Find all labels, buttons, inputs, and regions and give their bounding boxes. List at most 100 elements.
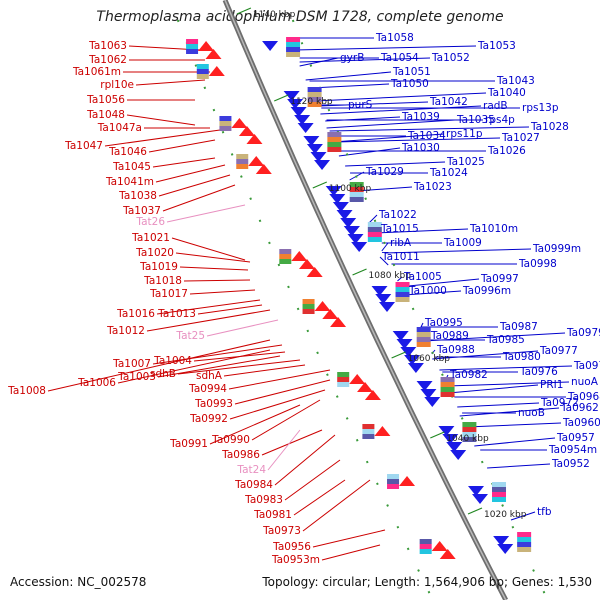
right-leader-line — [432, 350, 539, 360]
blue-gene-arrow — [407, 363, 424, 373]
right-leader-line — [381, 242, 389, 252]
right-gene-label: Ta1026 — [487, 145, 526, 157]
kbp-tick-mark — [273, 94, 289, 102]
gene-block — [349, 192, 364, 197]
red-gene-arrow — [231, 118, 248, 128]
gene-block — [327, 142, 342, 147]
left-gene-label: Ta0953m — [271, 554, 320, 566]
right-leader-line — [448, 384, 539, 394]
left-leader-line — [152, 344, 283, 365]
right-gene-label: gyrB — [340, 52, 364, 64]
blue-gene-arrow — [400, 347, 417, 357]
right-gene-label: Ta1009 — [443, 237, 482, 249]
blue-gene-arrow — [332, 202, 349, 212]
red-gene-arrow — [205, 49, 222, 59]
left-gene-label: Ta1047 — [64, 140, 103, 152]
red-gene-arrow — [208, 66, 225, 76]
kbp-tick-mark — [467, 507, 483, 515]
left-gene-label: Ta1061m — [72, 66, 121, 78]
left-gene-label: Ta1038 — [118, 190, 157, 202]
right-leader-line — [447, 381, 570, 387]
gene-block — [419, 544, 432, 549]
gene-block — [286, 47, 301, 52]
right-gene-label: rps4p — [485, 114, 515, 126]
gene-block — [349, 187, 364, 192]
blue-gene-arrow — [396, 339, 413, 349]
left-gene-label: Ta1056 — [86, 94, 125, 106]
left-leader-line — [162, 184, 236, 212]
blue-gene-arrow — [297, 123, 314, 133]
gene-block — [387, 479, 400, 484]
red-gene-arrow — [374, 426, 391, 436]
gene-block — [387, 484, 400, 489]
blue-gene-arrow — [290, 107, 307, 117]
right-leader-line — [375, 228, 469, 234]
left-leader-line — [104, 129, 221, 147]
gene-block — [440, 392, 455, 397]
right-leader-line — [318, 101, 429, 107]
right-leader-line — [368, 214, 378, 224]
left-leader-line — [158, 174, 231, 197]
left-gene-label: Ta1017 — [149, 288, 188, 300]
right-gene-label: purS — [348, 99, 373, 111]
right-leader-line — [457, 402, 540, 408]
gene-block — [517, 537, 532, 542]
right-leader-line — [326, 119, 456, 129]
right-gene-label: Ta1022 — [378, 209, 417, 221]
left-gene-label: Ta0981 — [253, 509, 292, 521]
kbp-tick-label: 1140 kbp — [253, 10, 296, 20]
left-leader-line — [126, 114, 196, 126]
gene-block — [367, 222, 382, 227]
left-leader-line — [228, 369, 331, 390]
blue-gene-arrow — [442, 434, 459, 444]
left-leader-line — [177, 359, 301, 375]
right-gene-label: Ta1000 — [408, 285, 447, 297]
left-gene-label: Ta1003 — [117, 371, 156, 383]
topology-text: Topology: circular; Length: 1,564,906 bp… — [262, 575, 592, 589]
right-gene-label: Ta0998 — [518, 258, 557, 270]
gene-block — [219, 126, 232, 131]
left-leader-line — [206, 319, 279, 337]
right-leader-line — [338, 147, 401, 157]
red-gene-arrow — [306, 267, 323, 277]
blue-gene-arrow — [262, 41, 279, 51]
right-leader-line — [345, 161, 446, 167]
right-gene-label: Ta0957 — [556, 432, 595, 444]
left-leader-line — [302, 479, 371, 532]
gene-block — [186, 49, 199, 54]
left-leader-line — [135, 79, 206, 86]
left-leader-line — [274, 434, 336, 486]
kbp-tick-label: 1120 kbp — [290, 97, 333, 107]
red-gene-arrow — [255, 164, 272, 174]
left-leader-line — [189, 289, 256, 295]
right-gene-label: Ta1023 — [413, 181, 452, 193]
right-leader-line — [299, 57, 339, 67]
left-gene-label: Ta1063 — [88, 40, 127, 52]
left-leader-line — [293, 479, 346, 516]
left-gene-label: Ta0984 — [234, 479, 273, 491]
left-gene-label: Ta1013 — [157, 308, 196, 320]
right-gene-label: nuoA — [571, 376, 599, 388]
gene-block — [440, 382, 455, 387]
right-gene-label: Ta1029 — [365, 166, 404, 178]
right-gene-label: Ta0968 — [567, 391, 600, 403]
red-gene-arrow — [248, 156, 265, 166]
gene-block — [387, 474, 400, 479]
left-gene-label: Ta1048 — [86, 109, 125, 121]
right-gene-label: Ta0989 — [430, 330, 469, 342]
kbp-tick-label: 1100 kbp — [329, 184, 372, 194]
left-gene-label: Ta1020 — [135, 247, 174, 259]
left-gene-label: Ta1037 — [122, 205, 161, 217]
gene-block — [362, 429, 375, 434]
gene-block — [302, 299, 315, 304]
left-leader-line — [146, 309, 271, 332]
right-leader-line — [487, 463, 551, 469]
right-gene-label: Ta1010m — [469, 223, 518, 235]
gene-block — [419, 549, 432, 554]
right-leader-line — [474, 437, 556, 447]
blue-gene-arrow — [336, 210, 353, 220]
left-gene-label: Ta0991 — [169, 438, 208, 450]
blue-gene-arrow — [329, 194, 346, 204]
right-gene-label: Ta1054 — [380, 52, 419, 64]
blue-gene-arrow — [325, 186, 342, 196]
